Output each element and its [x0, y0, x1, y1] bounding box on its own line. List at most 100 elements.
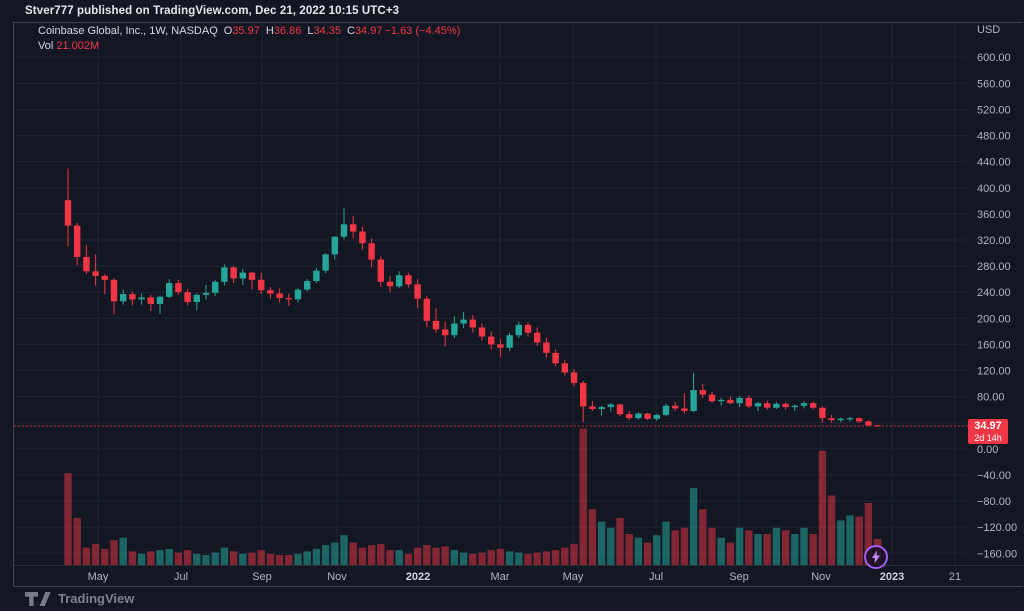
candle-body: [681, 408, 688, 411]
candle-body: [405, 275, 412, 285]
volume-bar: [818, 450, 827, 565]
candle-body: [653, 414, 660, 419]
time-tick-label: Mar: [491, 571, 510, 583]
volume-bar: [478, 552, 486, 565]
price-tick-label: 0.00: [977, 444, 998, 456]
price-tick-label: 280.00: [977, 261, 1011, 273]
volume-bar: [735, 527, 744, 565]
candle-body: [791, 405, 798, 408]
candle-body: [156, 296, 164, 304]
volume-bar: [331, 542, 339, 565]
volume-bar: [423, 545, 431, 565]
volume-bar: [809, 534, 817, 565]
ohlc-close: C 34.97 −1.63 (−4.45%): [346, 25, 461, 37]
volume-bar: [469, 553, 477, 565]
price-tick-label: 480.00: [977, 131, 1011, 143]
time-tick-label: Jul: [649, 571, 663, 583]
candle-body: [662, 405, 670, 415]
volume-bar: [73, 517, 81, 565]
volume-bar: [156, 550, 164, 565]
candle-body: [828, 418, 835, 421]
volume-bar: [662, 521, 670, 565]
candle-body: [782, 403, 789, 408]
volume-bar: [294, 553, 302, 565]
volume-bar: [791, 534, 799, 565]
candle-body: [322, 254, 329, 271]
volume-bar: [570, 543, 578, 565]
change-value: −1.63 (−4.45%): [384, 25, 461, 37]
candle-body: [745, 397, 752, 407]
candle-body: [570, 372, 578, 383]
candle-body: [764, 403, 771, 408]
candle-body: [423, 298, 430, 321]
volume-readout: Vol 21.002M: [38, 40, 100, 52]
volume-bar: [542, 551, 551, 565]
price-tick-label: 160.00: [977, 339, 1011, 351]
candle-body: [552, 352, 559, 364]
ohlc-low: L 34.35: [307, 25, 341, 37]
volume-bar: [754, 534, 762, 565]
candle-body: [699, 390, 706, 395]
candle-body: [386, 281, 394, 287]
candle-body: [561, 363, 568, 373]
candle-body: [74, 225, 81, 257]
time-tick-label: Nov: [327, 571, 347, 583]
volume-bar: [386, 550, 394, 565]
candle-body: [800, 403, 808, 406]
candle-body: [460, 319, 467, 324]
volume-bar: [800, 527, 808, 565]
candle-body: [110, 279, 118, 302]
volume-bar: [303, 551, 311, 565]
price-tick-label: 360.00: [977, 209, 1011, 221]
candle-body: [147, 297, 154, 304]
candle-body: [432, 320, 440, 330]
volume-bar: [597, 521, 606, 565]
price-tick-label: 400.00: [977, 183, 1011, 195]
symbol-title[interactable]: Coinbase Global, Inc., 1W, NASDAQ: [38, 25, 218, 37]
candle-body: [138, 297, 145, 300]
volume-bar: [101, 548, 109, 565]
volume-bar: [579, 428, 587, 565]
lightning-badge[interactable]: [864, 545, 888, 569]
volume-bar: [763, 534, 771, 565]
volume-bar: [285, 555, 293, 565]
volume-bar: [653, 535, 661, 565]
volume-bar: [183, 550, 192, 565]
volume-bar: [846, 515, 854, 565]
time-tick-label: Jul: [174, 571, 188, 583]
volume-bar: [220, 547, 229, 565]
bar-countdown: 2d 14h: [974, 433, 1002, 443]
time-tick-label: 2023: [880, 571, 904, 583]
candle-body: [120, 294, 127, 302]
candle-body: [129, 294, 136, 300]
volume-bar: [441, 546, 449, 565]
volume-bar: [128, 551, 137, 565]
candle-body: [846, 418, 854, 420]
candle-body: [276, 293, 283, 299]
volume-bar: [671, 530, 679, 565]
volume-bar: [82, 547, 91, 565]
volume-bar: [257, 550, 265, 565]
volume-bar: [91, 543, 100, 565]
candle-body: [580, 382, 587, 407]
volume-bar: [864, 503, 873, 565]
volume-bar: [496, 548, 505, 565]
candle-body: [497, 344, 504, 348]
price-tick-label: 320.00: [977, 235, 1011, 247]
candle-body: [598, 407, 605, 410]
candle-body: [368, 243, 375, 260]
lightning-bolt-icon: [872, 550, 880, 564]
volume-bar: [110, 540, 118, 565]
candle-body: [340, 224, 348, 237]
time-tick-label: May: [563, 571, 584, 583]
volume-bar: [726, 542, 735, 565]
candle-body: [92, 271, 99, 276]
tradingview-watermark[interactable]: TradingView: [25, 591, 134, 606]
volume-bar: [367, 545, 376, 565]
candle-body: [727, 399, 734, 404]
candle-body: [865, 421, 872, 426]
candle-body: [414, 284, 421, 299]
candle-body: [708, 394, 716, 402]
volume-bar: [174, 552, 183, 565]
